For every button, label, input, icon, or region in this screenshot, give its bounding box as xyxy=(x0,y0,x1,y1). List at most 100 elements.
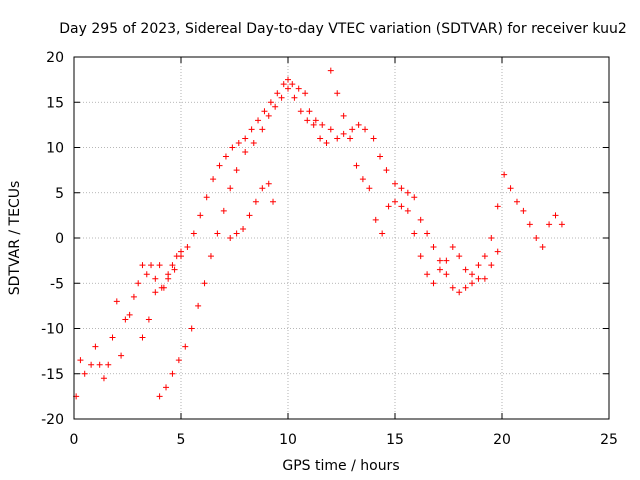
x-tick-label: 15 xyxy=(386,432,404,448)
data-point-marker xyxy=(456,253,463,260)
data-point-marker xyxy=(272,103,279,110)
data-point-marker xyxy=(197,212,204,219)
x-tick-label: 10 xyxy=(279,432,297,448)
data-point-marker xyxy=(295,85,302,92)
y-tick-label: 15 xyxy=(46,95,64,111)
data-point-marker xyxy=(362,126,369,133)
data-point-marker xyxy=(558,221,565,228)
data-point-marker xyxy=(383,167,390,174)
data-point-marker xyxy=(255,117,262,124)
data-point-marker xyxy=(436,257,443,264)
data-point-marker xyxy=(481,275,488,282)
data-point-marker xyxy=(398,203,405,210)
data-point-marker xyxy=(184,244,191,251)
data-point-marker xyxy=(242,149,249,156)
y-tick-label: -15 xyxy=(41,367,64,383)
x-tick-label: 0 xyxy=(70,432,79,448)
data-point-marker xyxy=(152,289,159,296)
data-point-marker xyxy=(546,221,553,228)
data-point-marker xyxy=(88,361,95,368)
data-point-marker xyxy=(261,108,268,115)
data-points xyxy=(73,67,565,400)
data-point-marker xyxy=(222,153,229,160)
data-point-marker xyxy=(430,280,437,287)
data-point-marker xyxy=(139,334,146,341)
data-point-marker xyxy=(188,325,195,332)
y-tick-label: 5 xyxy=(55,186,64,202)
data-point-marker xyxy=(126,311,133,318)
data-point-marker xyxy=(392,198,398,205)
data-point-marker xyxy=(165,275,172,282)
data-point-marker xyxy=(340,112,347,119)
data-point-marker xyxy=(359,176,366,183)
data-point-marker xyxy=(355,121,362,128)
data-point-marker xyxy=(169,370,176,377)
data-point-marker xyxy=(92,343,99,350)
data-point-marker xyxy=(494,203,501,210)
data-point-marker xyxy=(109,334,116,341)
data-point-marker xyxy=(424,271,431,278)
data-point-marker xyxy=(158,284,165,291)
chart-title: Day 295 of 2023, Sidereal Day-to-day VTE… xyxy=(59,21,627,37)
data-point-marker xyxy=(248,126,255,133)
data-point-marker xyxy=(280,81,287,88)
data-point-marker xyxy=(449,284,456,291)
data-point-marker xyxy=(349,126,356,133)
data-point-marker xyxy=(100,375,107,382)
data-point-marker xyxy=(411,194,418,201)
data-point-marker xyxy=(122,316,129,323)
data-point-marker xyxy=(175,357,182,364)
data-point-marker xyxy=(456,289,463,296)
y-tick-label: -20 xyxy=(41,412,64,428)
data-point-marker xyxy=(201,280,208,287)
data-point-marker xyxy=(411,230,418,237)
data-point-marker xyxy=(252,198,259,205)
data-point-marker xyxy=(113,298,120,305)
data-point-marker xyxy=(304,117,311,124)
data-point-marker xyxy=(443,257,450,264)
y-tick-label: -10 xyxy=(41,322,64,338)
data-point-marker xyxy=(265,112,272,119)
data-point-marker xyxy=(366,185,373,192)
data-point-marker xyxy=(404,207,411,214)
data-point-marker xyxy=(469,271,476,278)
data-point-marker xyxy=(327,126,334,133)
data-point-marker xyxy=(513,198,520,205)
data-point-marker xyxy=(430,244,437,251)
data-point-marker xyxy=(507,185,514,192)
axis-ticks: 0 5 10 15 20 25 -20 -15 -10 -5 0 5 10 15 20 xyxy=(41,50,618,448)
data-point-marker xyxy=(148,262,155,269)
x-tick-label: 20 xyxy=(493,432,511,448)
data-point-marker xyxy=(469,280,476,287)
data-point-marker xyxy=(533,235,540,241)
data-point-marker xyxy=(317,135,324,142)
data-point-marker xyxy=(190,230,197,237)
data-point-marker xyxy=(481,253,488,260)
data-point-marker xyxy=(488,262,495,269)
data-point-marker xyxy=(526,221,533,228)
data-point-marker xyxy=(377,153,384,160)
data-point-marker xyxy=(449,244,456,251)
data-point-marker xyxy=(494,248,501,255)
data-point-marker xyxy=(163,384,170,391)
data-point-marker xyxy=(424,230,431,237)
data-point-marker xyxy=(334,90,341,97)
y-tick-label: -5 xyxy=(50,276,64,292)
data-point-marker xyxy=(233,230,240,237)
data-point-marker xyxy=(310,121,317,128)
data-point-marker xyxy=(118,352,125,359)
data-point-marker xyxy=(207,253,214,260)
data-point-marker xyxy=(302,90,309,97)
data-point-marker xyxy=(259,126,266,133)
data-point-marker xyxy=(139,262,146,269)
y-tick-label: 10 xyxy=(46,141,64,157)
data-point-marker xyxy=(327,67,334,74)
data-point-marker xyxy=(156,262,163,269)
data-point-marker xyxy=(250,139,257,146)
data-point-marker xyxy=(246,212,253,219)
x-tick-label: 25 xyxy=(600,432,618,448)
data-point-marker xyxy=(319,121,326,128)
data-point-marker xyxy=(229,144,236,151)
data-point-marker xyxy=(370,135,377,142)
